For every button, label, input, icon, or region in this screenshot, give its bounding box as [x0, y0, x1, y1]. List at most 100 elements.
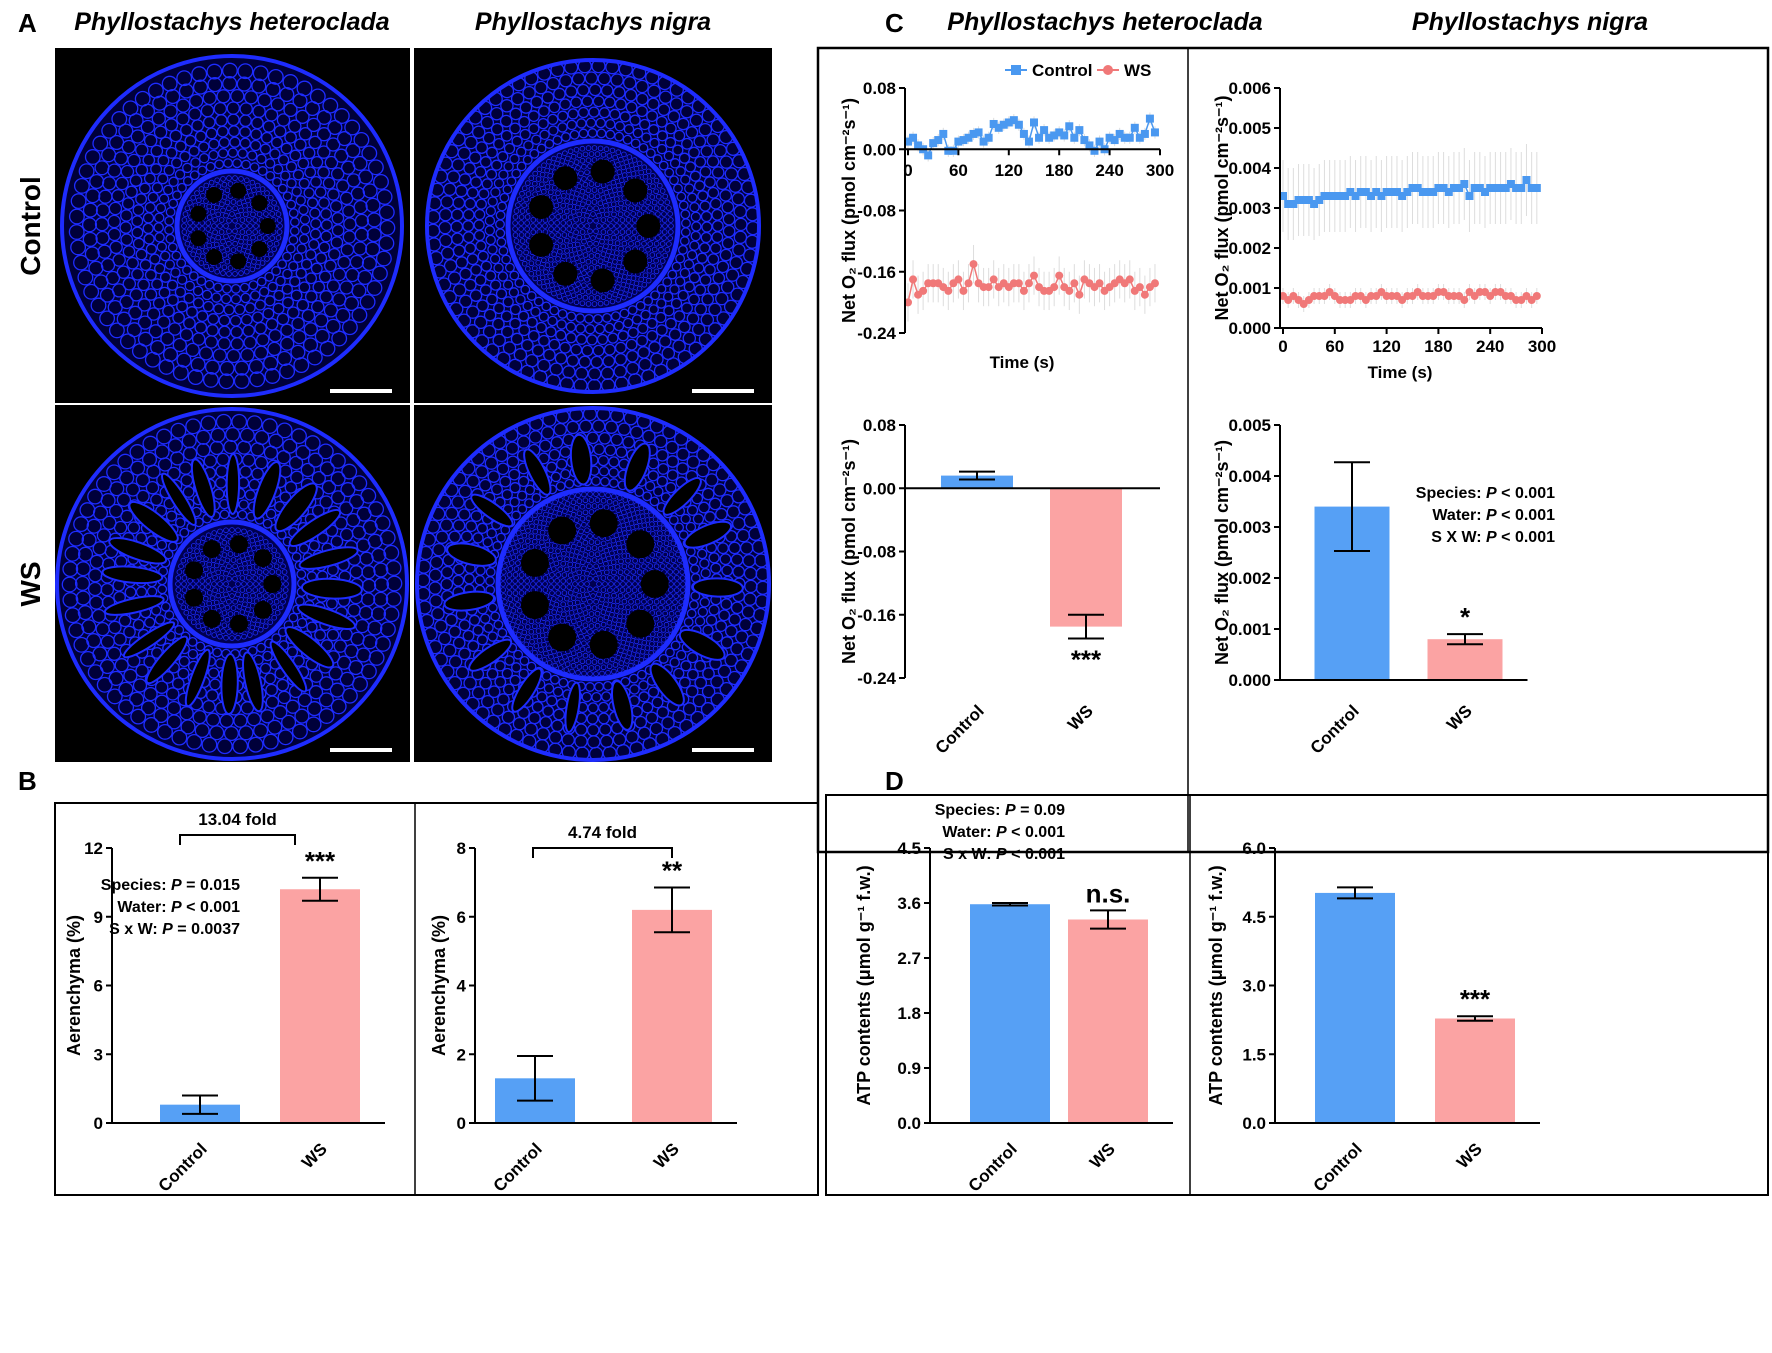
y-tick-label: 0: [94, 1114, 103, 1133]
panel-label-c: C: [885, 8, 904, 38]
scale-bar: [330, 748, 392, 752]
lacuna: [511, 667, 543, 713]
data-point: [1330, 192, 1339, 200]
data-point: [959, 136, 968, 145]
category-label: WS: [650, 1139, 683, 1172]
category-label: WS: [1453, 1139, 1486, 1172]
fold-bracket: [179, 834, 296, 845]
data-point: [1125, 275, 1134, 284]
lacuna: [468, 638, 513, 672]
scale-bar: [692, 389, 754, 393]
y-tick-label: 6.0: [1242, 839, 1266, 858]
chart-c3: Control *** WS 0.08 0.00 -0.08 -0.16 -0.24 Net O…: [839, 416, 1160, 758]
panel-c-frame: [816, 46, 1770, 854]
data-point: [1310, 200, 1319, 208]
bar-ws: [1435, 1018, 1515, 1123]
category-label: Control: [155, 1139, 211, 1195]
data-point: [1030, 118, 1038, 127]
lacuna: [288, 508, 342, 548]
xylem-vessel: [521, 591, 549, 620]
y-tick-label: 0.004: [1228, 467, 1271, 486]
xylem-vessel: [529, 232, 554, 257]
xylem-vessel: [529, 195, 554, 220]
data-point: [1496, 184, 1505, 192]
chart-c1: 0 60 120 180 240 300 Time (s) 0.08 0.00 -0.08 -0.1…: [839, 79, 1174, 372]
stats-line: Water: P < 0.001: [117, 899, 240, 916]
lacuna: [298, 546, 359, 570]
data-point: [939, 129, 948, 138]
y-tick-label: -0.16: [857, 263, 896, 282]
y-axis-label: Net O₂ flux (pmol cm⁻²s⁻¹): [1212, 95, 1232, 320]
x-axis-label: Time (s): [990, 353, 1055, 372]
y-tick-label: 0.006: [1228, 79, 1271, 98]
series-control: [904, 112, 1159, 162]
chart-b1: Control *** WS 0 3 6 9 12 Aerenchyma (%) 13.04 fo…: [64, 810, 385, 1196]
stats-line: Water: P < 0.001: [1432, 507, 1555, 524]
data-point: [989, 119, 998, 128]
data-point: [1429, 188, 1438, 196]
legend-control-label: Control: [1032, 61, 1092, 80]
y-tick-label: 4.5: [897, 839, 921, 858]
data-point: [964, 279, 973, 288]
panel-label-d: D: [885, 766, 904, 796]
lacuna: [274, 482, 318, 533]
legend-ws-marker: [1103, 65, 1113, 75]
y-tick-label: 6: [457, 908, 466, 927]
scale-bar: [692, 748, 754, 752]
fold-change-label: 13.04 fold: [198, 810, 276, 829]
data-point: [1491, 184, 1500, 192]
data-point: [949, 146, 958, 155]
lacuna: [662, 476, 702, 516]
lacuna: [649, 662, 685, 707]
data-point: [1090, 146, 1099, 155]
lacuna: [569, 433, 593, 486]
xylem-vessel: [589, 509, 618, 538]
lacuna: [611, 680, 634, 731]
chart-c2: 0 60 120 180 240 300 Time (s) 0.000 0.001 0.002 0.…: [1212, 79, 1556, 382]
panel-label-b: B: [18, 766, 37, 796]
xylem-vessel: [626, 530, 655, 559]
row-label-control: Control: [15, 176, 46, 276]
y-tick-label: 4.5: [1242, 908, 1266, 927]
data-point: [1030, 271, 1038, 280]
stele-cells: [181, 175, 283, 277]
series-control: [1279, 144, 1541, 240]
data-point: [1532, 292, 1541, 300]
y-tick-label: 0.001: [1228, 279, 1271, 298]
data-point: [1486, 184, 1495, 192]
category-label: Control: [932, 701, 988, 757]
y-tick-label: 2.7: [897, 949, 921, 968]
data-point: [1150, 128, 1159, 137]
data-point: [1135, 133, 1144, 142]
y-tick-label: -0.08: [857, 543, 896, 562]
data-point: [1279, 192, 1287, 200]
data-point: [1070, 133, 1079, 142]
category-label: WS: [1443, 701, 1476, 734]
xylem-vessel: [553, 166, 578, 191]
significance-label: *: [1460, 602, 1471, 632]
data-point: [1346, 188, 1355, 196]
y-axis-label: Net O₂ flux (pmol cm⁻²s⁻¹): [1212, 440, 1232, 665]
title-c-heteroclada: Phyllostachys heteroclada: [947, 8, 1263, 36]
y-tick-label: 3.6: [897, 894, 921, 913]
fold-change-label: 4.74 fold: [568, 823, 637, 842]
aerenchyma-lacunae: [101, 453, 363, 715]
lacuna: [443, 590, 495, 612]
y-tick-label: 8: [457, 839, 466, 858]
y-tick-label: 0.0: [897, 1114, 921, 1133]
category-label: Control: [1307, 701, 1363, 757]
xylem-vessel: [185, 588, 204, 607]
data-point: [1512, 184, 1521, 192]
y-tick-label: 3.0: [1242, 977, 1266, 996]
data-point: [1387, 188, 1396, 196]
lacuna: [623, 442, 651, 492]
lacuna: [128, 500, 179, 543]
y-tick-label: 0.001: [1228, 620, 1271, 639]
data-point: [1304, 196, 1313, 204]
data-point: [919, 286, 928, 295]
legend-ws-label: WS: [1124, 61, 1151, 80]
title-a-heteroclada: Phyllostachys heteroclada: [74, 8, 390, 36]
data-point: [1408, 184, 1417, 192]
data-point: [1455, 184, 1464, 192]
x-tick-label: 180: [1424, 337, 1452, 356]
